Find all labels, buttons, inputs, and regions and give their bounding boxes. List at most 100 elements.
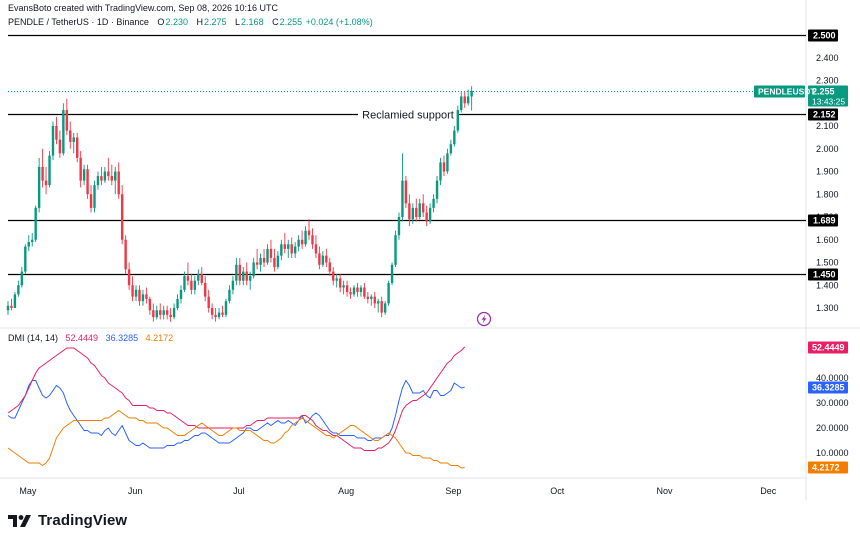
candle-2026-06-03: [134, 285, 138, 302]
candle-body: [62, 110, 65, 154]
candle-2026-04-29: [13, 292, 17, 308]
level-badge-0-bg: [808, 29, 838, 42]
candle-2026-05-09: [48, 151, 51, 188]
candle-2026-07-14: [276, 251, 280, 270]
candle-2026-06-23: [204, 276, 207, 302]
ohlc-high: H2.275: [196, 17, 227, 27]
level-badge-3-bg: [808, 268, 838, 281]
candle-2026-07-03: [238, 257, 242, 286]
dmi-tick-30.0000: 30.0000: [816, 398, 849, 408]
candle-body: [245, 271, 248, 281]
candle-2026-05-15: [69, 121, 72, 149]
candle-body: [352, 287, 356, 295]
candle-2026-06-10: [159, 303, 162, 320]
candle-2026-09-06: [463, 91, 466, 108]
candle-2026-07-05: [245, 262, 248, 286]
candle-body: [394, 235, 397, 265]
lightning-icon[interactable]: [476, 311, 492, 327]
dmi-legend: DMI (14, 14) 52.4449 36.3285 4.2172: [8, 333, 173, 343]
candle-body: [214, 314, 217, 318]
candle-body: [124, 239, 127, 270]
candle-2026-08-11: [373, 292, 376, 308]
candle-2026-06-26: [214, 308, 217, 322]
candle-2026-07-29: [328, 257, 331, 277]
last-price-value: 2.255: [812, 87, 835, 97]
candle-body: [186, 276, 190, 281]
dmi-line--DI: [7, 346, 466, 451]
ohlc-values: O2.230 H2.275 L2.168 C2.255 +0.024 (+1.0…: [151, 17, 372, 27]
candle-body: [370, 296, 373, 299]
candle-2026-05-24: [100, 166, 103, 186]
candle-2026-08-02: [342, 280, 345, 295]
last-price-badge-bg: [808, 85, 848, 107]
candle-2026-05-06: [37, 157, 41, 213]
candle-body: [418, 203, 421, 217]
candle-2026-07-24: [311, 228, 314, 249]
candle-2026-05-22: [93, 180, 96, 213]
candle-body: [13, 294, 17, 308]
candle-2026-05-10: [51, 121, 55, 161]
candle-2026-06-11: [162, 305, 165, 320]
candle-2026-09-01: [446, 148, 449, 174]
candle-2026-06-08: [152, 303, 155, 322]
dmi-tick-10.0000: 10.0000: [816, 448, 849, 458]
candle-body: [117, 171, 120, 195]
dmi-value-adx: 4.2172: [145, 333, 174, 343]
candle-2026-06-12: [165, 305, 169, 320]
level-badge-1: 2.152: [813, 110, 836, 120]
candle-body: [269, 248, 273, 258]
candle-body: [134, 289, 138, 297]
candle-body: [328, 262, 331, 272]
candle-body: [190, 280, 193, 290]
price-tick-1.500: 1.500: [816, 258, 839, 268]
candle-2026-08-10: [370, 294, 373, 306]
candle-body: [76, 137, 79, 158]
candle-2026-07-26: [318, 246, 321, 270]
candle-body: [221, 312, 224, 315]
brand-name: TradingView: [38, 512, 128, 529]
candle-2026-07-22: [304, 226, 307, 247]
candle-body: [290, 244, 293, 254]
candle-body: [197, 273, 200, 281]
candle-body: [127, 269, 131, 286]
dmi-badge--DI-bg: [808, 341, 848, 354]
candle-2026-08-13: [380, 296, 383, 318]
candle-2026-09-02: [449, 139, 453, 156]
candle-2026-06-14: [172, 303, 176, 320]
candle-2026-08-14: [383, 301, 387, 315]
candle-2026-08-19: [401, 153, 404, 222]
candle-2026-08-27: [428, 203, 432, 224]
candle-2026-07-20: [297, 235, 300, 252]
candle-body: [373, 296, 376, 304]
candle-body: [366, 296, 370, 299]
candle-body: [200, 273, 203, 283]
candle-body: [401, 180, 404, 217]
candle-2026-05-19: [82, 164, 86, 186]
last-price-countdown: 13:43:25: [812, 97, 845, 107]
candle-2026-07-15: [280, 239, 283, 261]
candle-body: [27, 242, 30, 247]
candle-body: [37, 166, 41, 208]
candle-2026-06-28: [221, 305, 224, 318]
candle-2026-07-21: [300, 230, 304, 249]
candle-body: [114, 171, 117, 181]
candle-2026-08-04: [349, 287, 352, 299]
candle-2026-06-16: [179, 285, 183, 304]
symbol-title: PENDLE / TetherUS · 1D · Binance: [8, 17, 149, 27]
chart-credit: EvansBoto created with TradingView.com, …: [8, 3, 278, 13]
candle-body: [169, 314, 172, 318]
candle-2026-05-14: [65, 98, 69, 136]
candle-2026-08-05: [352, 285, 356, 297]
candle-body: [338, 278, 342, 288]
candle-body: [280, 244, 283, 256]
candle-2026-07-11: [266, 244, 269, 265]
candle-2026-06-07: [148, 296, 152, 315]
candle-body: [262, 257, 266, 263]
candle-body: [41, 166, 44, 181]
candle-body: [466, 96, 470, 104]
dmi-badge-ADX-bg: [808, 461, 848, 474]
candle-2026-06-24: [207, 289, 210, 313]
candle-body: [17, 285, 20, 295]
candle-body: [159, 310, 162, 315]
